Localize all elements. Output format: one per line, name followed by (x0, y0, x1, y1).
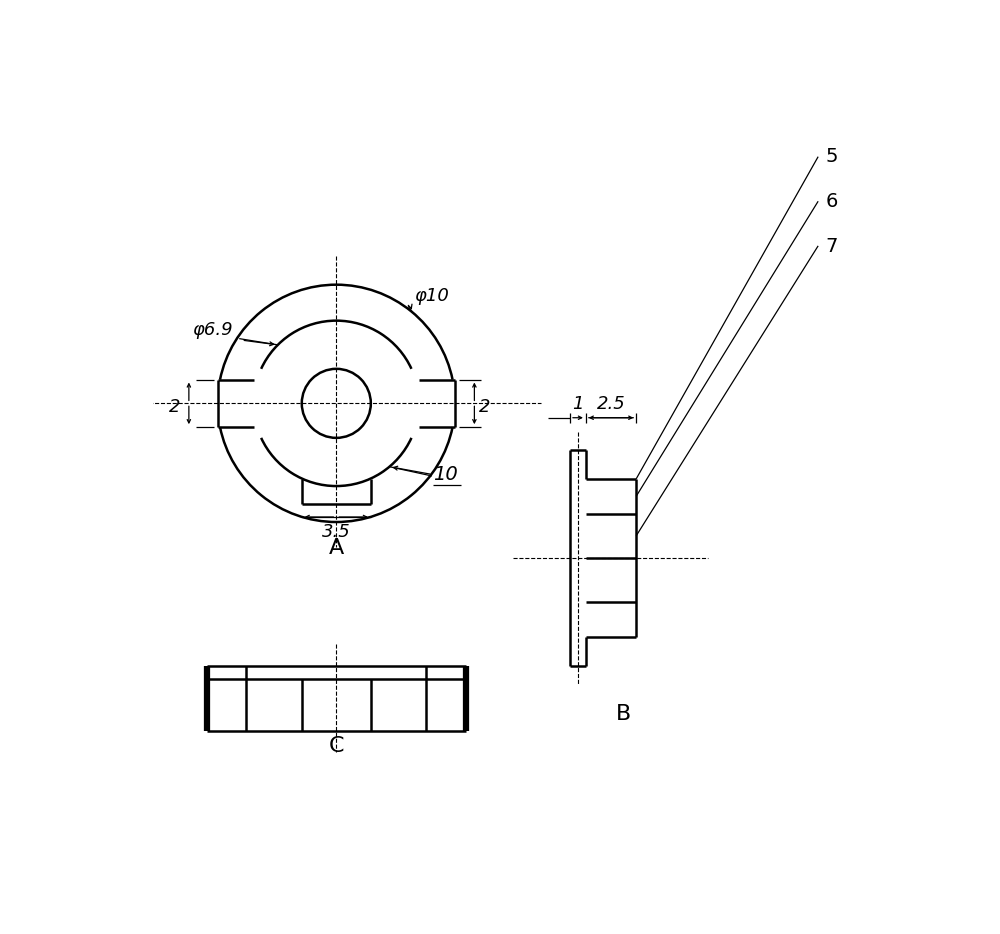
Text: C: C (329, 736, 344, 757)
Text: 2: 2 (169, 398, 180, 416)
Text: 7: 7 (825, 236, 838, 256)
Text: 2: 2 (479, 398, 491, 416)
Text: A: A (329, 538, 344, 559)
Text: 10: 10 (433, 465, 458, 485)
Text: 1: 1 (572, 395, 584, 413)
Text: 5: 5 (825, 148, 838, 166)
Text: 2.5: 2.5 (597, 395, 625, 413)
Text: φ6.9: φ6.9 (192, 321, 233, 339)
Text: 6: 6 (825, 192, 838, 211)
Text: φ10: φ10 (414, 287, 449, 304)
Text: 3.5: 3.5 (322, 523, 351, 541)
Text: B: B (616, 704, 632, 724)
